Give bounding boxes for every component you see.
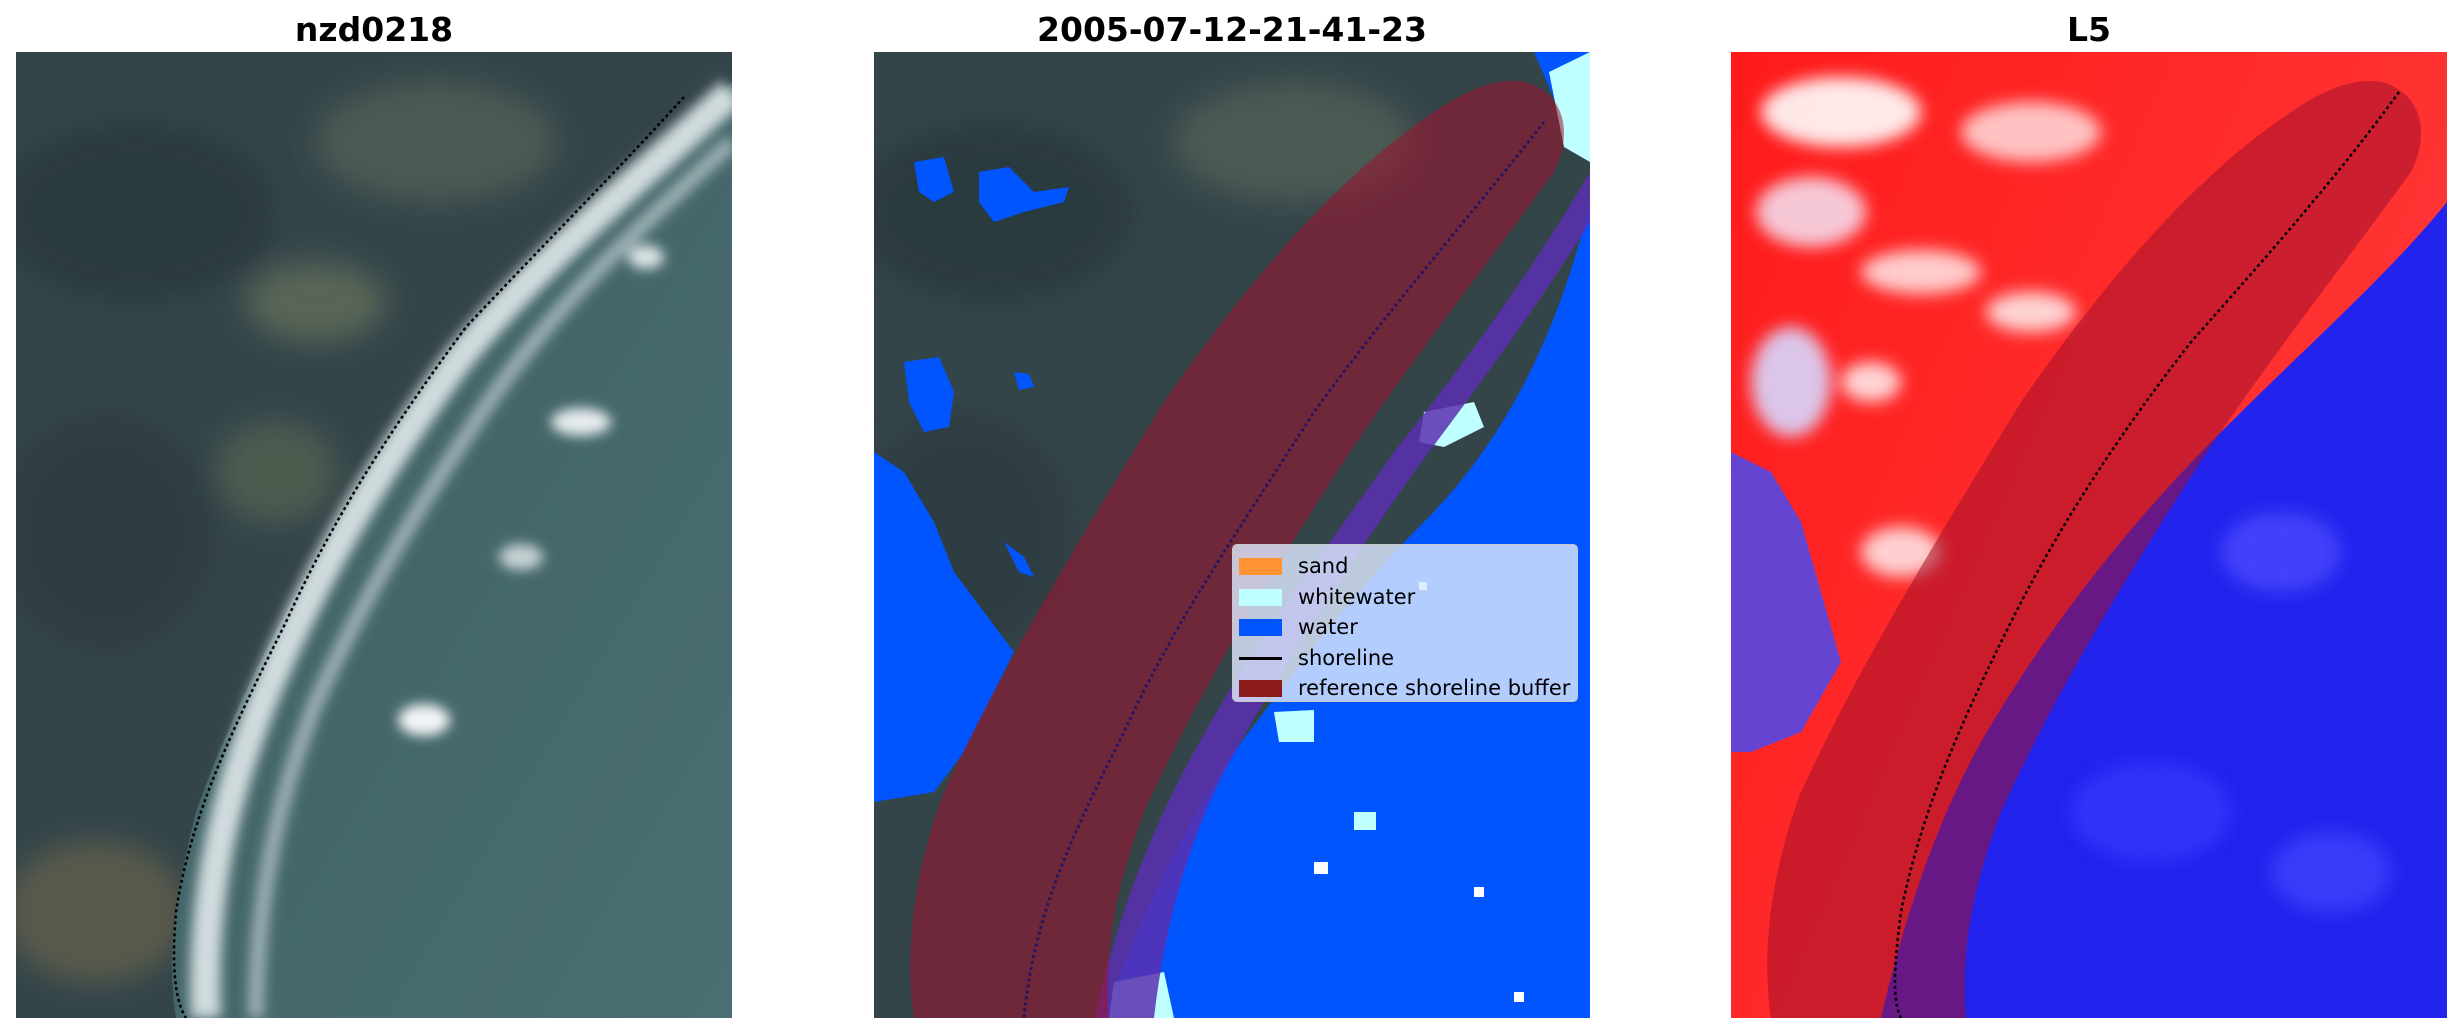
whitewater-swatch xyxy=(1239,588,1282,606)
legend-label-water: water xyxy=(1298,615,1358,639)
panel-title-middle: 2005-07-12-21-41-23 xyxy=(1037,10,1427,49)
legend-item-water: water xyxy=(1233,612,1577,643)
rgb-image xyxy=(16,52,732,1018)
legend: sand whitewater water shoreline referenc… xyxy=(1232,544,1578,702)
shoreline-line xyxy=(1022,121,1546,1018)
panel-title-right: L5 xyxy=(2067,10,2111,49)
legend-label-shoreline: shoreline xyxy=(1298,645,1395,670)
reference-shoreline-buffer xyxy=(1767,81,2421,1018)
sea-area xyxy=(172,82,732,1018)
shoreline-line-swatch xyxy=(1239,656,1282,660)
legend-item-reference-buffer: reference shoreline buffer xyxy=(1233,673,1577,704)
rgb-image-panel xyxy=(16,52,732,1018)
reference-buffer-swatch xyxy=(1239,680,1282,697)
classified-image xyxy=(874,52,1590,1018)
water-swatch xyxy=(1239,619,1282,636)
low-index-region xyxy=(1881,202,2447,1018)
legend-label-sand: sand xyxy=(1298,554,1349,578)
legend-item-shoreline: shoreline xyxy=(1233,643,1577,674)
legend-label-whitewater: whitewater xyxy=(1298,584,1416,609)
sand-swatch xyxy=(1239,558,1282,575)
index-image-panel xyxy=(1731,52,2447,1018)
panel-title-left: nzd0218 xyxy=(294,10,454,49)
classified-image-panel xyxy=(874,52,1590,1018)
shoreline-line xyxy=(172,96,685,1018)
index-image xyxy=(1731,52,2447,1018)
legend-item-whitewater: whitewater xyxy=(1233,582,1577,613)
legend-label-reference-buffer: reference shoreline buffer xyxy=(1298,676,1571,700)
legend-item-sand: sand xyxy=(1233,551,1577,582)
